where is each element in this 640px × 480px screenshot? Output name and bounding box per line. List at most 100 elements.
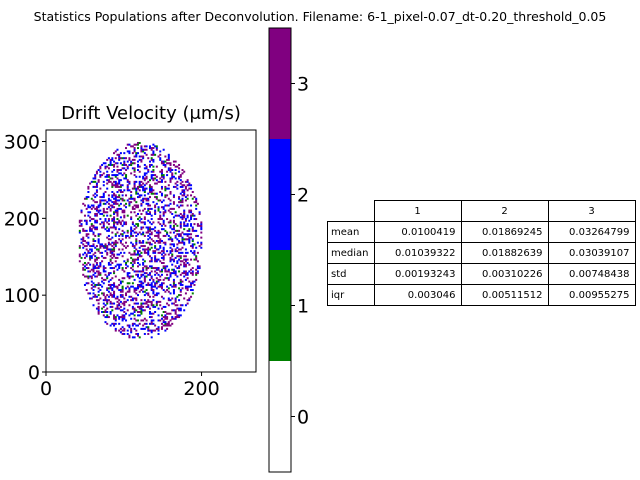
heatmap-cell [140, 319, 143, 322]
heatmap-cell [118, 238, 121, 241]
heatmap-cell [188, 285, 191, 288]
heatmap-cell [107, 299, 110, 302]
heatmap-cell [172, 196, 175, 199]
heatmap-cell [92, 240, 95, 242]
heatmap-cell [109, 300, 112, 303]
heatmap-cell [99, 199, 102, 202]
heatmap-cell [99, 265, 102, 268]
heatmap-cell [121, 280, 124, 283]
heatmap-cell [181, 184, 184, 187]
heatmap-cell [131, 268, 134, 271]
heatmap-cell [162, 219, 165, 222]
heatmap-cell [169, 256, 172, 259]
heatmap-cell [104, 243, 107, 246]
heatmap-cell [137, 311, 140, 313]
heatmap-cell [150, 207, 153, 210]
heatmap-cell [89, 211, 92, 214]
heatmap-cell [94, 283, 97, 286]
heatmap-cell [157, 258, 160, 261]
heatmap-cell [97, 180, 100, 183]
heatmap-cell [140, 150, 143, 153]
heatmap-cell [99, 251, 102, 254]
heatmap-cell [94, 207, 97, 210]
heatmap-cell [104, 311, 107, 313]
heatmap-cell [102, 305, 105, 308]
heatmap-cell [176, 246, 179, 249]
heatmap-cell [89, 248, 92, 251]
heatmap-cell [140, 312, 143, 315]
heatmap-cell [183, 309, 186, 312]
heatmap-cell [116, 199, 119, 202]
heatmap-cell [138, 189, 141, 192]
heatmap-cell [145, 300, 148, 303]
heatmap-cell [133, 297, 136, 300]
heatmap-cell [166, 204, 169, 207]
heatmap-cell [113, 241, 116, 244]
heatmap-cell [157, 300, 160, 303]
heatmap-cell [89, 255, 92, 258]
heatmap-cell [167, 299, 170, 302]
y-tick-label: 300 [4, 132, 40, 154]
heatmap-cell [150, 191, 153, 193]
heatmap-cell [133, 184, 136, 187]
heatmap-cell [131, 258, 134, 261]
heatmap-cell [152, 152, 155, 155]
heatmap-cell [172, 292, 175, 295]
heatmap-cell [107, 174, 110, 177]
heatmap-cell [174, 300, 177, 303]
heatmap-cell [184, 272, 187, 275]
heatmap-cell [143, 294, 146, 297]
heatmap-cell [111, 241, 114, 244]
heatmap-cell [190, 283, 193, 286]
heatmap-cell [119, 223, 122, 226]
heatmap-cell [99, 289, 102, 292]
heatmap-cell [154, 226, 157, 229]
heatmap-cell [150, 258, 153, 261]
heatmap-cell [152, 304, 155, 307]
heatmap-cell [111, 184, 114, 187]
heatmap-cell [178, 196, 181, 199]
heatmap-cell [92, 185, 95, 188]
heatmap-cell [150, 329, 153, 332]
heatmap-cell [159, 199, 162, 202]
heatmap-cell [87, 196, 90, 199]
heatmap-cell [99, 246, 102, 249]
heatmap-cell [128, 158, 131, 161]
heatmap-cell [121, 326, 124, 329]
heatmap-cell [145, 197, 148, 200]
stats-cell: 0.00310226 [460, 263, 549, 285]
stats-cell: 0.01869245 [460, 221, 549, 243]
heatmap-cell [97, 206, 100, 209]
heatmap-cell [193, 218, 196, 221]
heatmap-cell [186, 273, 189, 276]
heatmap-cell [123, 317, 126, 320]
heatmap-cell [174, 283, 177, 286]
heatmap-cell [162, 214, 165, 217]
heatmap-cell [89, 245, 92, 248]
heatmap-cell [118, 329, 121, 332]
heatmap-cell [114, 285, 117, 288]
stats-cell: 0.003046 [373, 284, 462, 306]
heatmap-cell [125, 223, 128, 226]
heatmap-cell [179, 212, 182, 215]
heatmap-cell [181, 241, 184, 244]
heatmap-cell [154, 283, 157, 286]
heatmap-cell [121, 211, 124, 214]
heatmap-cell [97, 209, 100, 212]
heatmap-cell [133, 245, 136, 248]
heatmap-cell [186, 251, 189, 254]
heatmap-cell [174, 177, 177, 180]
heatmap-cell [125, 261, 128, 264]
heatmap-cell [133, 260, 136, 263]
heatmap-cell [109, 255, 112, 258]
heatmap-cell [133, 258, 136, 261]
heatmap-cell [133, 336, 136, 339]
heatmap-cell [188, 280, 191, 283]
heatmap-cell [85, 282, 88, 285]
heatmap-cell [186, 285, 189, 288]
heatmap-cell [128, 251, 131, 254]
heatmap-cell [179, 294, 182, 297]
heatmap-cell [181, 236, 184, 239]
heatmap-cell [102, 246, 105, 249]
heatmap-cell [123, 177, 126, 180]
